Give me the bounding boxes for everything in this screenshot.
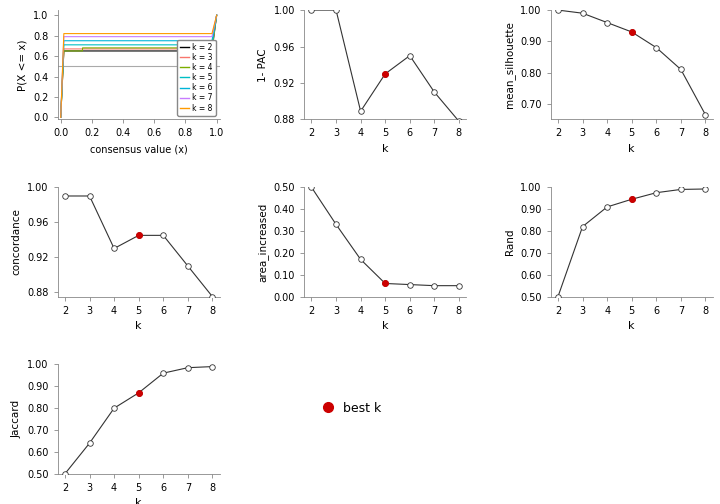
Legend: best k: best k	[318, 397, 387, 420]
Y-axis label: Rand: Rand	[505, 229, 515, 255]
Y-axis label: mean_silhouette: mean_silhouette	[503, 21, 515, 108]
Y-axis label: area_increased: area_increased	[257, 202, 268, 282]
X-axis label: consensus value (x): consensus value (x)	[90, 144, 188, 154]
X-axis label: k: k	[629, 144, 635, 154]
Y-axis label: concordance: concordance	[12, 209, 22, 275]
X-axis label: k: k	[382, 321, 389, 331]
X-axis label: k: k	[629, 321, 635, 331]
Y-axis label: 1- PAC: 1- PAC	[258, 48, 268, 82]
X-axis label: k: k	[135, 498, 142, 504]
Y-axis label: P(X <= x): P(X <= x)	[18, 39, 27, 91]
X-axis label: k: k	[135, 321, 142, 331]
Legend: k = 2, k = 3, k = 4, k = 5, k = 6, k = 7, k = 8: k = 2, k = 3, k = 4, k = 5, k = 6, k = 7…	[177, 40, 216, 115]
X-axis label: k: k	[382, 144, 389, 154]
Y-axis label: Jaccard: Jaccard	[12, 400, 22, 438]
